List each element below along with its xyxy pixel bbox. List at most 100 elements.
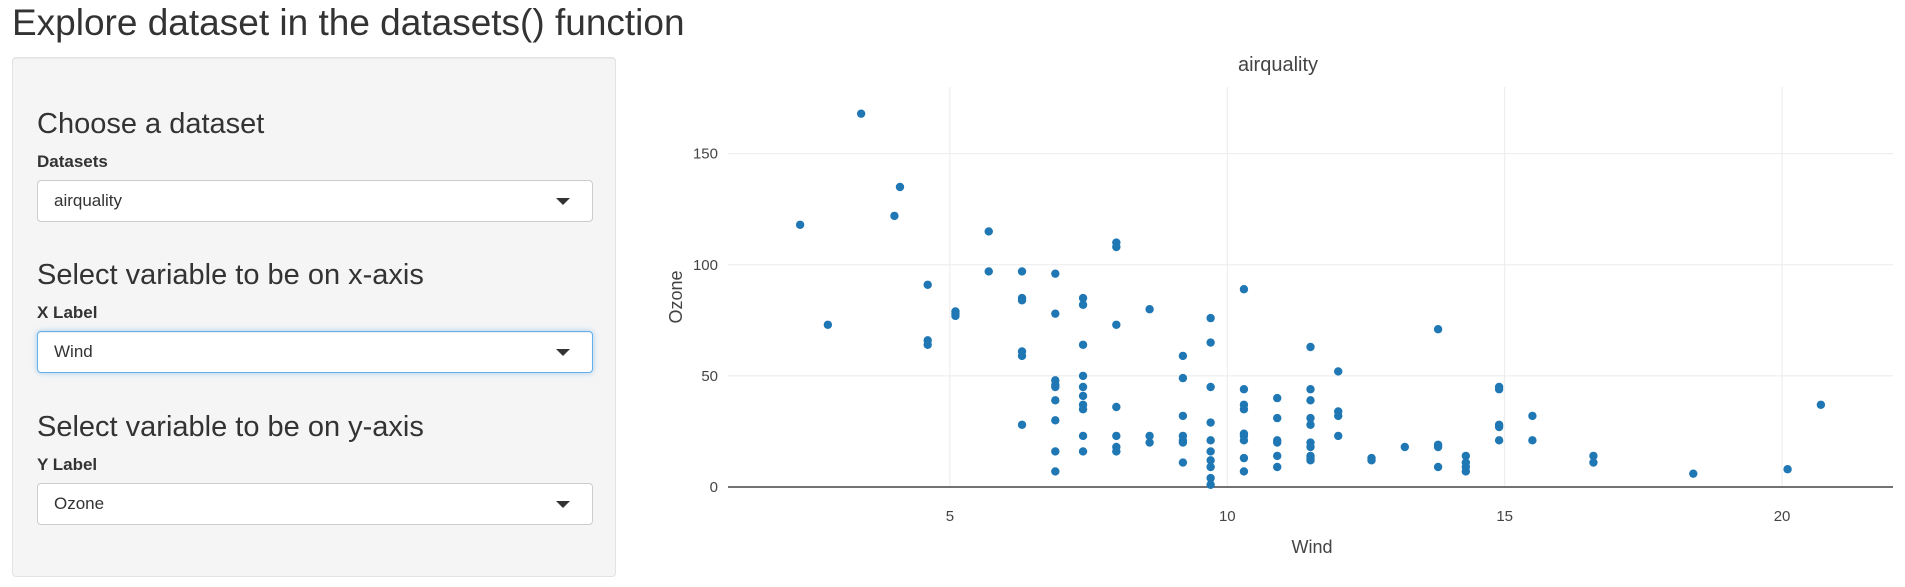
y-label-label: Y Label bbox=[37, 455, 98, 474]
data-point[interactable] bbox=[1461, 451, 1471, 461]
data-point[interactable] bbox=[1206, 418, 1215, 427]
data-point[interactable] bbox=[1206, 473, 1215, 483]
data-point[interactable] bbox=[1206, 382, 1215, 392]
caret-down-icon[interactable] bbox=[556, 198, 570, 205]
data-point[interactable] bbox=[856, 109, 866, 118]
data-point[interactable] bbox=[1017, 351, 1027, 361]
data-point[interactable] bbox=[951, 311, 960, 321]
data-point[interactable] bbox=[1528, 411, 1537, 421]
data-point[interactable] bbox=[1112, 242, 1121, 252]
data-point[interactable] bbox=[923, 340, 932, 349]
data-point[interactable] bbox=[1494, 436, 1504, 445]
data-point[interactable] bbox=[1206, 338, 1215, 347]
data-point[interactable] bbox=[1239, 467, 1249, 476]
data-point[interactable] bbox=[1306, 385, 1315, 394]
data-point[interactable] bbox=[1273, 393, 1282, 403]
data-point[interactable] bbox=[1078, 382, 1088, 392]
data-point[interactable] bbox=[1306, 442, 1315, 452]
data-point[interactable] bbox=[1206, 456, 1215, 465]
data-point[interactable] bbox=[795, 220, 805, 229]
data-point[interactable] bbox=[823, 320, 833, 329]
data-point[interactable] bbox=[1112, 447, 1121, 456]
data-point[interactable] bbox=[1783, 465, 1792, 474]
data-point[interactable] bbox=[1017, 267, 1027, 276]
data-point[interactable] bbox=[1206, 447, 1215, 456]
data-point[interactable] bbox=[1078, 391, 1088, 401]
data-point[interactable] bbox=[1689, 469, 1698, 478]
data-point[interactable] bbox=[890, 211, 899, 221]
data-point[interactable] bbox=[1017, 420, 1027, 429]
y-label-select[interactable]: Ozone bbox=[37, 483, 593, 525]
x-label-select-value: Wind bbox=[54, 342, 93, 361]
data-point[interactable] bbox=[1178, 438, 1188, 447]
x-label-select[interactable]: Wind bbox=[37, 331, 593, 373]
caret-down-icon[interactable] bbox=[556, 349, 570, 356]
data-point[interactable] bbox=[1461, 467, 1471, 476]
data-point[interactable] bbox=[1239, 285, 1249, 294]
data-point[interactable] bbox=[1078, 293, 1088, 303]
data-point[interactable] bbox=[1494, 422, 1504, 432]
data-point[interactable] bbox=[1051, 447, 1060, 456]
data-point[interactable] bbox=[1334, 411, 1343, 421]
data-point[interactable] bbox=[1078, 447, 1088, 456]
data-point[interactable] bbox=[1051, 309, 1060, 318]
data-point[interactable] bbox=[1145, 438, 1154, 447]
data-point[interactable] bbox=[1112, 320, 1121, 329]
data-point[interactable] bbox=[1239, 436, 1249, 445]
data-point[interactable] bbox=[1078, 431, 1088, 441]
data-point[interactable] bbox=[1078, 300, 1088, 309]
data-point[interactable] bbox=[1589, 458, 1598, 467]
data-point[interactable] bbox=[1306, 342, 1315, 352]
data-point[interactable] bbox=[1433, 325, 1443, 334]
data-point[interactable] bbox=[1145, 305, 1154, 314]
data-point[interactable] bbox=[1178, 373, 1188, 383]
data-point[interactable] bbox=[1051, 416, 1060, 425]
data-point[interactable] bbox=[1433, 442, 1443, 452]
data-point[interactable] bbox=[1433, 462, 1443, 472]
data-point[interactable] bbox=[1334, 367, 1343, 376]
data-point[interactable] bbox=[1273, 451, 1282, 461]
data-point[interactable] bbox=[1206, 480, 1215, 489]
data-point[interactable] bbox=[1206, 313, 1215, 323]
data-point[interactable] bbox=[1239, 405, 1249, 414]
data-point[interactable] bbox=[1051, 382, 1060, 392]
data-point[interactable] bbox=[1239, 385, 1249, 394]
data-point[interactable] bbox=[1528, 436, 1537, 445]
data-point[interactable] bbox=[895, 182, 905, 192]
data-point[interactable] bbox=[1017, 296, 1027, 305]
data-point[interactable] bbox=[1273, 438, 1282, 447]
data-point[interactable] bbox=[1306, 413, 1315, 423]
data-point[interactable] bbox=[1273, 413, 1282, 423]
data-point[interactable] bbox=[1178, 458, 1188, 467]
data-point[interactable] bbox=[984, 267, 993, 276]
data-point[interactable] bbox=[1306, 420, 1315, 429]
data-point[interactable] bbox=[1145, 431, 1154, 441]
data-point[interactable] bbox=[1206, 462, 1215, 472]
data-point[interactable] bbox=[984, 227, 993, 236]
data-point[interactable] bbox=[1306, 456, 1315, 465]
data-point[interactable] bbox=[1078, 405, 1088, 414]
data-point[interactable] bbox=[923, 280, 932, 289]
data-point[interactable] bbox=[1078, 340, 1088, 349]
data-point[interactable] bbox=[1239, 453, 1249, 463]
data-point[interactable] bbox=[1078, 371, 1088, 381]
data-point[interactable] bbox=[1494, 385, 1504, 394]
data-point[interactable] bbox=[1112, 402, 1121, 412]
data-point[interactable] bbox=[1051, 396, 1060, 405]
data-point[interactable] bbox=[1273, 462, 1282, 472]
caret-down-icon[interactable] bbox=[556, 501, 570, 508]
data-point[interactable] bbox=[1334, 431, 1343, 441]
data-point[interactable] bbox=[1367, 456, 1376, 465]
data-point[interactable] bbox=[1178, 411, 1188, 421]
data-point[interactable] bbox=[1816, 400, 1826, 409]
data-point[interactable] bbox=[1112, 431, 1121, 441]
data-point[interactable] bbox=[1051, 269, 1060, 278]
dataset-select[interactable]: airquality bbox=[37, 180, 593, 222]
data-point[interactable] bbox=[1178, 351, 1188, 361]
data-point[interactable] bbox=[1051, 467, 1060, 476]
data-point[interactable] bbox=[1306, 396, 1315, 405]
y-tick-label: 50 bbox=[701, 368, 718, 385]
data-point[interactable] bbox=[1206, 436, 1215, 445]
data-point[interactable] bbox=[1400, 442, 1410, 452]
data-point[interactable] bbox=[1589, 451, 1598, 461]
